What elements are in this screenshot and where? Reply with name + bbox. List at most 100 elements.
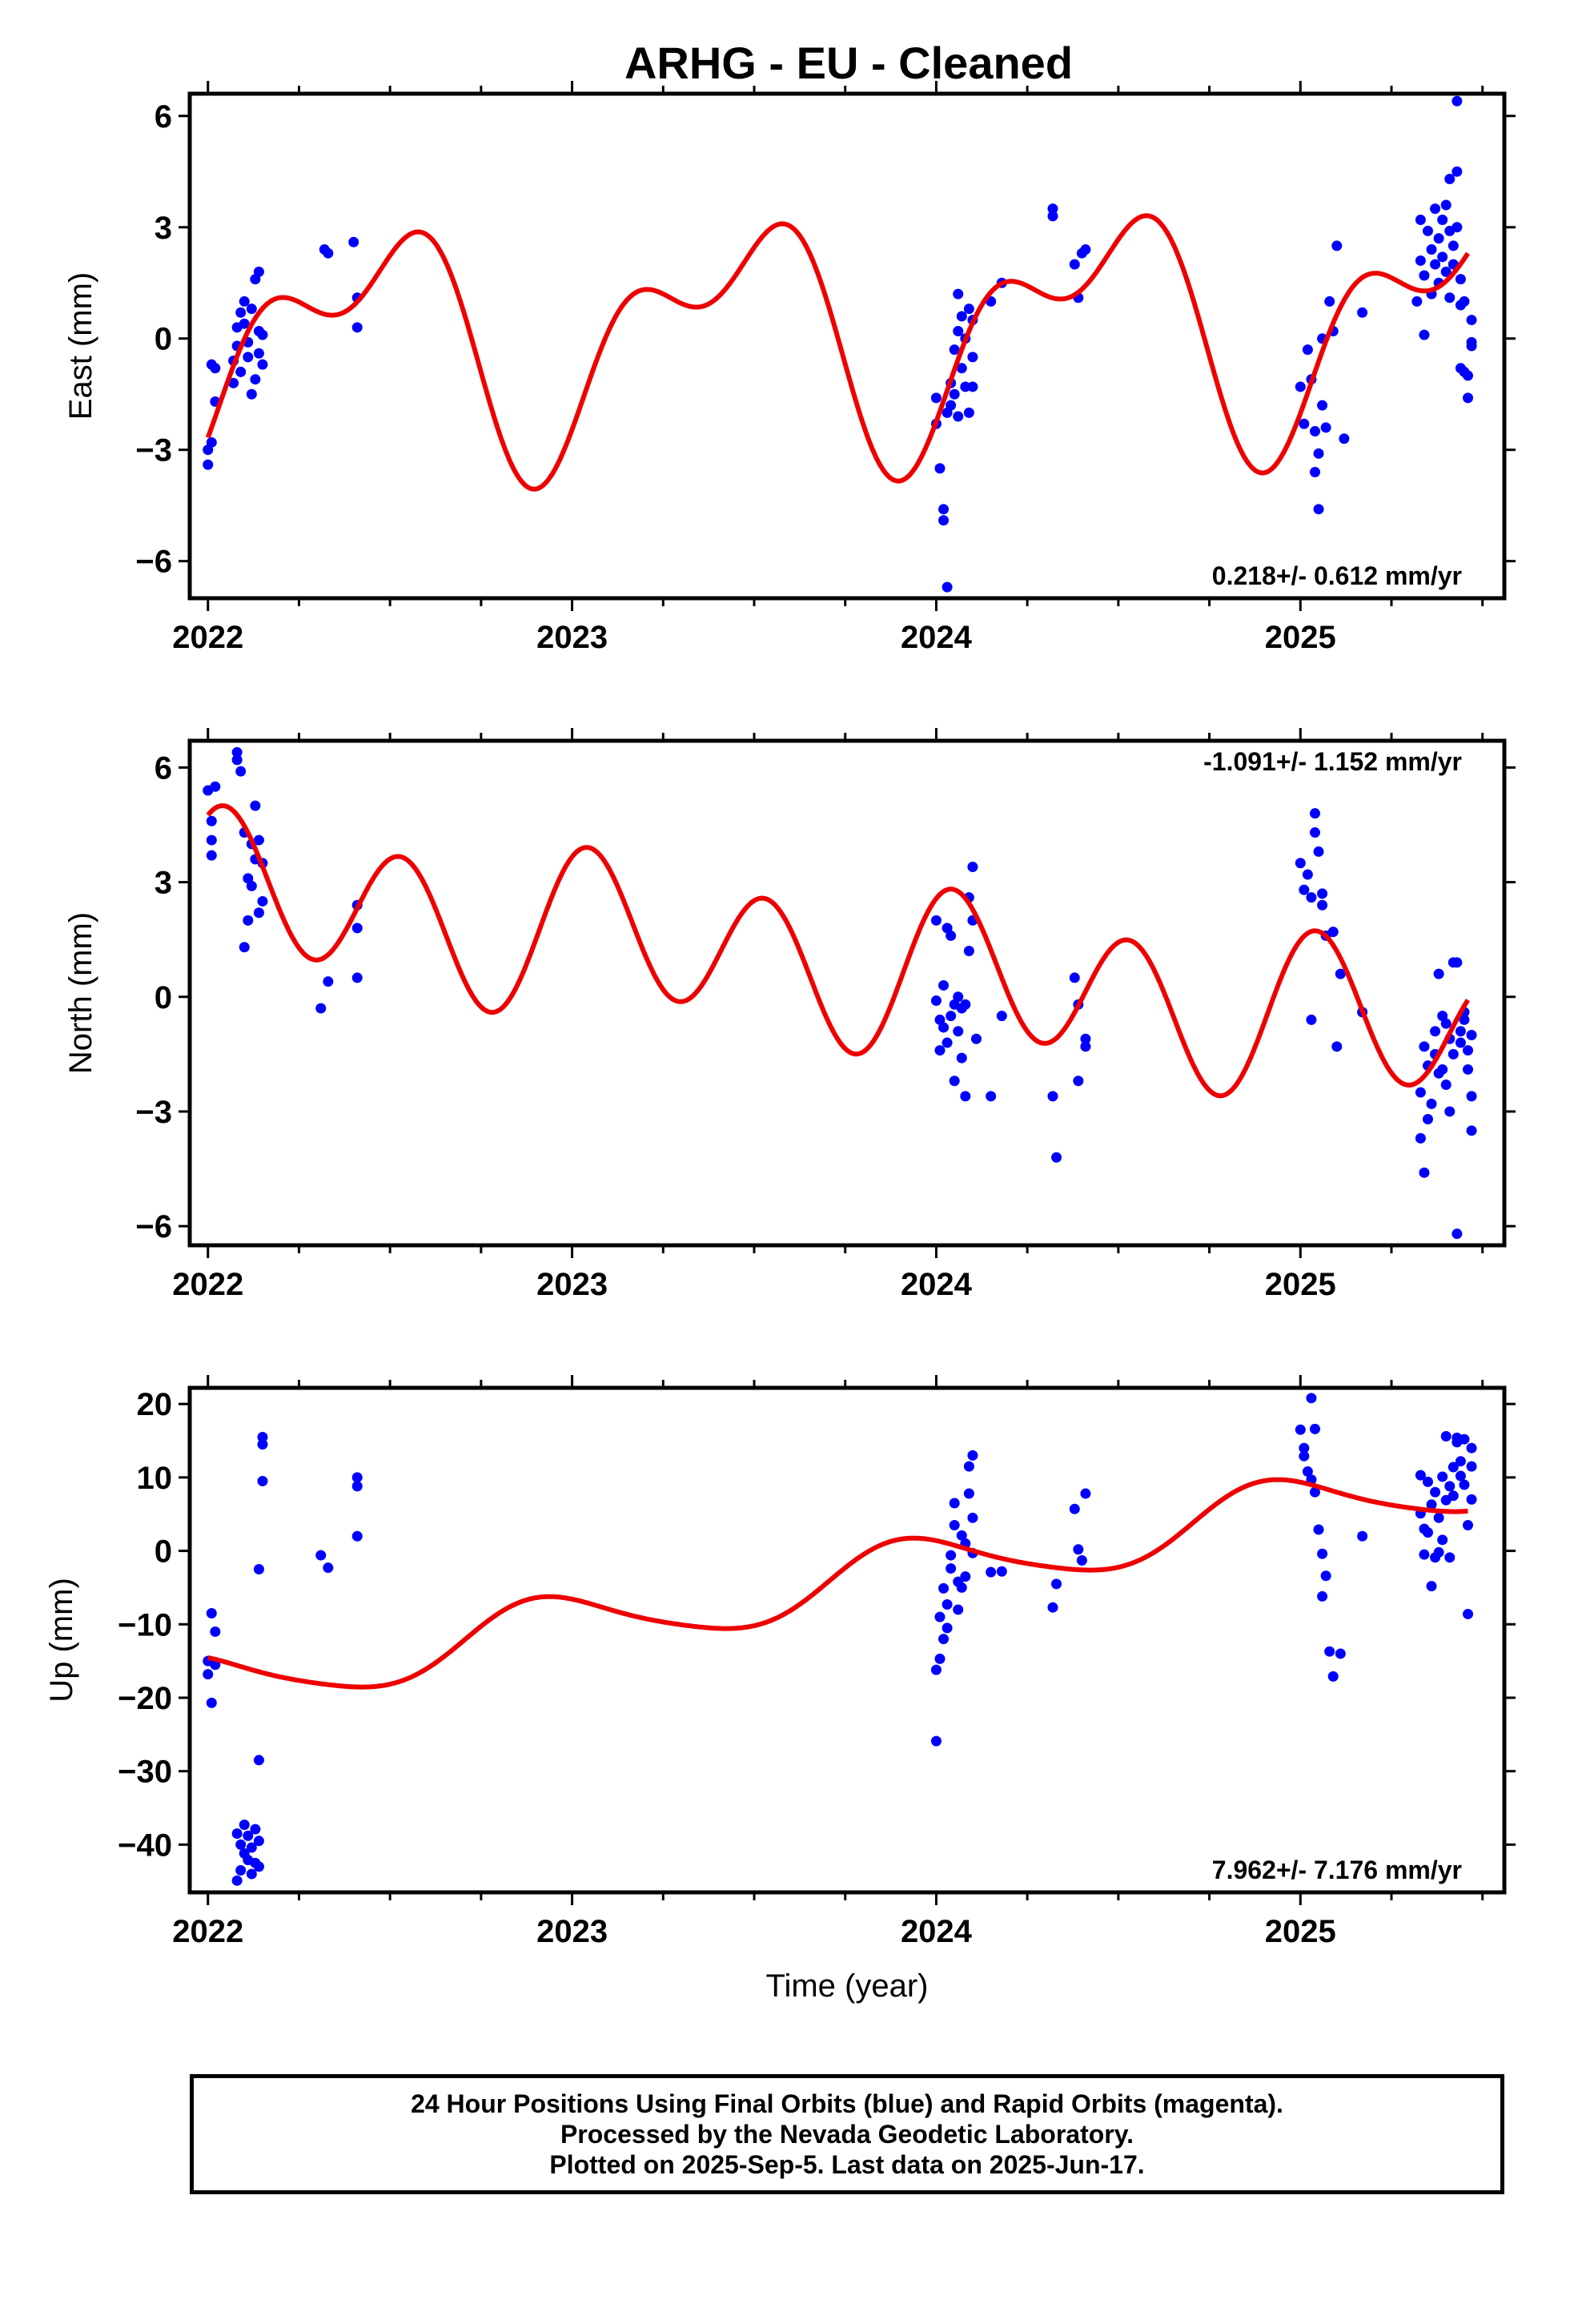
y-tick-label: −20 [118, 1681, 172, 1716]
data-point [1069, 972, 1080, 983]
y-tick-label: −40 [118, 1827, 172, 1863]
y-tick-label: 20 [137, 1387, 173, 1422]
data-point [1419, 1167, 1430, 1178]
data-point [1433, 233, 1444, 244]
data-point [1080, 1488, 1091, 1499]
y-axis-label: East (mm) [63, 272, 98, 420]
y-tick-label: 6 [155, 750, 172, 786]
data-point [1452, 95, 1463, 107]
data-point [1437, 215, 1448, 225]
up-model-curve [207, 1477, 1469, 1690]
data-point [351, 972, 363, 983]
rate-annotation: 7.962+/- 7.176 mm/yr [1212, 1856, 1462, 1884]
data-point [1080, 1041, 1091, 1052]
data-point [1335, 1648, 1346, 1659]
data-point [206, 436, 217, 448]
data-point [949, 1498, 960, 1509]
data-point [253, 266, 264, 277]
data-point [235, 1864, 247, 1876]
data-point [1437, 1471, 1448, 1482]
data-point [942, 1599, 953, 1610]
data-point [986, 1091, 997, 1102]
x-tick-label: 2022 [172, 1267, 243, 1302]
data-point [1299, 1442, 1310, 1454]
data-point [1331, 1041, 1343, 1052]
data-point [1466, 1461, 1477, 1472]
data-point [930, 995, 942, 1007]
data-point [257, 1431, 268, 1442]
data-point [1463, 392, 1474, 404]
data-point [963, 1488, 974, 1499]
data-point [1452, 222, 1463, 233]
data-point [1327, 927, 1339, 938]
data-point [1452, 957, 1463, 968]
x-tick-label: 2022 [172, 620, 243, 655]
data-point [206, 1608, 217, 1619]
data-point [1415, 255, 1426, 266]
data-point [1466, 1125, 1477, 1136]
data-point [963, 304, 974, 315]
data-point [967, 381, 978, 392]
data-point [1295, 1424, 1306, 1435]
data-point [1455, 1456, 1466, 1467]
data-point [956, 1582, 967, 1593]
data-point [351, 923, 363, 934]
data-point [1430, 1486, 1441, 1498]
data-point [1452, 166, 1463, 177]
data-point [946, 1550, 957, 1561]
data-point [1299, 1450, 1310, 1462]
data-point [1415, 1087, 1426, 1098]
data-point [1324, 296, 1335, 307]
data-point [1331, 240, 1343, 251]
data-point [938, 1582, 950, 1594]
data-point [315, 1550, 327, 1561]
data-point [1447, 1048, 1459, 1059]
data-point [1080, 1033, 1091, 1044]
data-point [246, 1842, 257, 1853]
data-point [1440, 1080, 1452, 1091]
data-point [1317, 888, 1328, 899]
x-tick-label: 2024 [901, 1267, 973, 1302]
data-point [239, 1819, 250, 1831]
data-point [967, 352, 978, 363]
data-point [1309, 1423, 1320, 1434]
y-tick-label: 0 [155, 980, 172, 1015]
data-point [1313, 448, 1324, 459]
data-point [250, 1823, 261, 1835]
data-point [1411, 296, 1423, 307]
x-tick-label: 2024 [901, 620, 973, 655]
data-point [257, 359, 268, 370]
east-frame [187, 91, 1507, 601]
data-point [1422, 1527, 1433, 1538]
data-point [942, 1622, 953, 1634]
data-point [1440, 266, 1452, 277]
data-point [953, 411, 964, 422]
data-point [938, 1634, 950, 1645]
data-point [1317, 899, 1328, 911]
data-point [323, 247, 334, 259]
data-point [1419, 1549, 1430, 1560]
data-point [970, 1033, 982, 1044]
data-point [235, 1839, 247, 1850]
footer-line-1: 24 Hour Positions Using Final Orbits (bl… [411, 2089, 1283, 2118]
data-point [946, 1563, 957, 1574]
rate-annotation: -1.091+/- 1.152 mm/yr [1203, 747, 1462, 776]
data-point [1051, 1578, 1062, 1590]
data-point [949, 1076, 960, 1087]
data-point [1309, 426, 1320, 437]
y-axis-label: Up (mm) [44, 1578, 79, 1703]
data-point [956, 1530, 967, 1541]
data-point [1440, 199, 1452, 211]
data-point [246, 388, 257, 400]
data-point [1313, 1524, 1324, 1535]
data-point [967, 1449, 978, 1461]
data-point [1459, 1014, 1470, 1025]
data-point [1313, 504, 1324, 515]
data-point [1463, 1063, 1474, 1075]
data-point [986, 1566, 997, 1578]
data-point [953, 1604, 964, 1615]
data-point [1302, 1466, 1313, 1478]
data-point [1455, 1470, 1466, 1482]
y-axis-label: North (mm) [63, 912, 98, 1074]
data-point [1419, 1041, 1430, 1052]
